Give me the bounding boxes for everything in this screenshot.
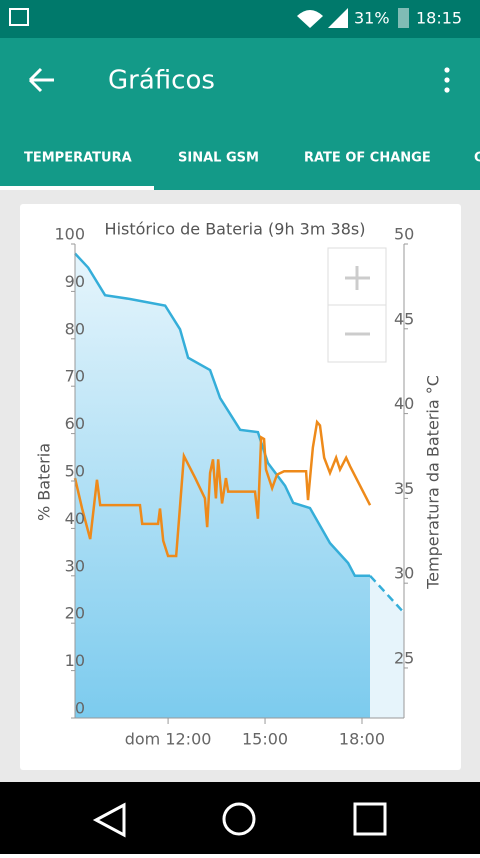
y-axis-title: % Bateria: [35, 443, 54, 521]
wifi-icon: [297, 10, 323, 28]
app-bar: [0, 38, 480, 190]
y-tick-label: 10: [65, 651, 85, 670]
y2-tick-label: 40: [394, 394, 414, 413]
y-tick-label: 70: [65, 367, 85, 386]
temperature-line: [73, 419, 372, 558]
y-tick-label: 0: [75, 699, 85, 718]
clock: 18:15: [416, 9, 462, 28]
y-tick-label: 60: [65, 414, 85, 433]
zoom-controls: [327, 247, 387, 363]
y-tick-label: 80: [65, 319, 85, 338]
battery-line: [74, 252, 371, 578]
projection-area: [370, 575, 404, 718]
y2-axis-title: Temperatura da Bateria °C: [424, 375, 443, 590]
nav-back[interactable]: [92, 802, 126, 838]
battery-area: [75, 253, 371, 719]
signal-icon: [328, 8, 348, 28]
y-tick-label: 100: [54, 225, 85, 244]
y-tick-label: 40: [65, 509, 85, 528]
tab[interactable]: RATE OF CHANGE: [304, 151, 431, 166]
x-tick-label: dom 12:00: [125, 730, 212, 749]
tab-indicator: [0, 186, 154, 190]
gallery-icon: [9, 8, 29, 26]
menu-button[interactable]: [444, 67, 450, 93]
nav-recent[interactable]: [353, 802, 387, 836]
plot: 0 10 20 30 40 50 60 70 80 90 100 25 30 35 40 45 50 dom 12…: [54, 225, 414, 749]
y2-tick-label: 25: [394, 648, 414, 667]
back-button[interactable]: [28, 67, 54, 93]
app-title: Gráficos: [108, 66, 215, 96]
y2-tick-label: 35: [394, 479, 414, 498]
y-tick-label: 30: [65, 556, 85, 575]
tab[interactable]: TEMPERATURA: [24, 151, 132, 166]
zoom-in[interactable]: [345, 266, 370, 290]
y2-tick-label: 45: [394, 309, 414, 328]
tab[interactable]: C: [474, 151, 480, 166]
y-tick-label: 20: [65, 604, 85, 623]
y-tick-label: 90: [65, 272, 85, 291]
nav-home[interactable]: [222, 802, 256, 836]
y2-tick-label: 50: [394, 225, 414, 244]
chart-title: Histórico de Bateria (9h 3m 38s): [105, 220, 366, 239]
x-tick-label: 15:00: [242, 730, 288, 749]
battery-percent: 31%: [354, 9, 390, 28]
projection-line: [369, 574, 405, 614]
y2-tick-label: 30: [394, 564, 414, 583]
tab[interactable]: SINAL GSM: [178, 151, 259, 166]
x-tick-label: 18:00: [339, 730, 385, 749]
battery-icon: [398, 8, 409, 28]
nav-bar: [0, 782, 480, 854]
y-tick-label: 50: [65, 462, 85, 481]
